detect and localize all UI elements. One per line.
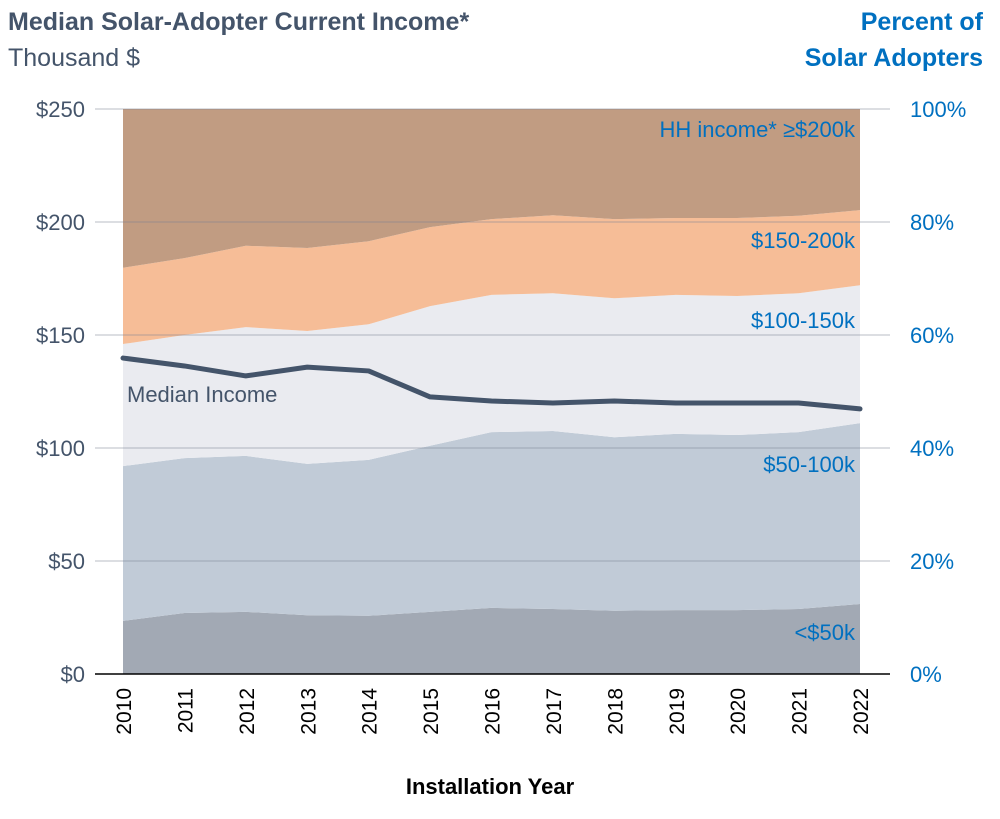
series-label-4: HH income* ≥$200k [660, 117, 856, 142]
chart-subtitle: Thousand $ [8, 44, 140, 72]
x-tick-label: 2018 [604, 688, 627, 735]
x-tick-label: 2022 [850, 688, 873, 735]
right-axis-title-line2: Solar Adopters [805, 44, 983, 72]
left-tick-label: $200 [36, 210, 85, 235]
x-tick-label: 2012 [236, 688, 259, 735]
chart-title: Median Solar-Adopter Current Income* [8, 8, 469, 36]
left-tick-label: $0 [61, 662, 85, 687]
x-tick-label: 2020 [727, 688, 750, 735]
x-tick-label: 2015 [420, 688, 443, 735]
right-tick-label: 40% [910, 436, 954, 461]
series-label-3: $150-200k [751, 228, 856, 253]
left-tick-label: $150 [36, 323, 85, 348]
right-tick-label: 100% [910, 97, 966, 122]
left-tick-label: $100 [36, 436, 85, 461]
left-tick-label: $250 [36, 97, 85, 122]
x-tick-label: 2021 [789, 688, 812, 735]
right-tick-label: 60% [910, 323, 954, 348]
x-tick-label: 2014 [359, 688, 382, 735]
right-tick-label: 80% [910, 210, 954, 235]
x-tick-label: 2019 [666, 688, 689, 735]
left-tick-label: $50 [48, 549, 85, 574]
series-label-2: $100-150k [751, 308, 856, 333]
x-tick-label: 2010 [113, 688, 136, 735]
area-series-0 [123, 604, 860, 674]
right-axis-title-line1: Percent of [861, 8, 984, 36]
right-tick-label: 0% [910, 662, 942, 687]
x-tick-label: 2013 [297, 688, 320, 735]
series-label-1: $50-100k [763, 452, 856, 477]
x-tick-label: 2016 [482, 688, 505, 735]
series-label-0: <$50k [794, 620, 856, 645]
x-tick-label: 2011 [174, 688, 197, 733]
right-tick-label: 20% [910, 549, 954, 574]
median-income-label: Median Income [127, 382, 277, 407]
x-axis-label: Installation Year [406, 774, 575, 799]
x-tick-label: 2017 [543, 688, 566, 735]
